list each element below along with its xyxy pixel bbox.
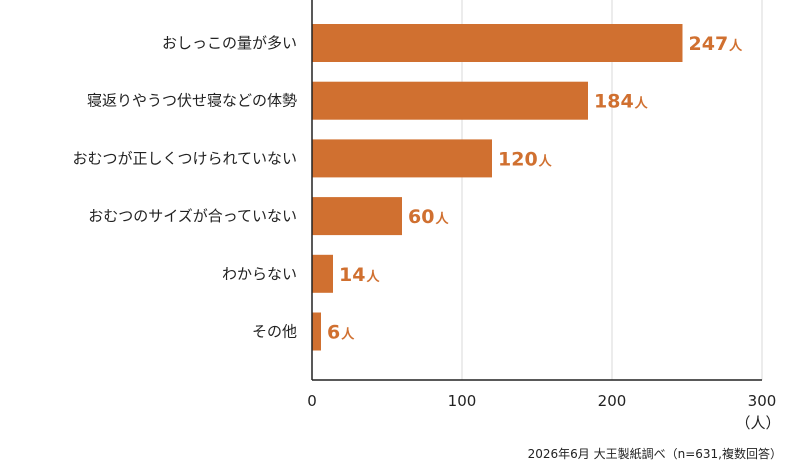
value-unit-2: 人 xyxy=(539,153,553,169)
value-unit-4: 人 xyxy=(366,269,380,285)
category-labels: おしっこの量が多い寝返りやうつ伏せ寝などの体勢おむつが正しくつけられていないおむ… xyxy=(72,34,297,341)
value-label-3: 60人 xyxy=(408,206,449,228)
bar-0 xyxy=(312,24,683,62)
grid-lines xyxy=(461,0,763,380)
category-label-0: おしっこの量が多い xyxy=(162,34,297,52)
value-label-4: 14人 xyxy=(339,264,380,286)
category-label-1: 寝返りやうつ伏せ寝などの体勢 xyxy=(87,92,297,110)
value-number-2: 120 xyxy=(498,148,538,170)
value-label-2: 120人 xyxy=(498,148,553,170)
x-tick-label-300: 300 xyxy=(748,392,777,410)
category-label-2: おむつが正しくつけられていない xyxy=(72,149,297,167)
axes xyxy=(311,0,762,381)
value-label-1: 184人 xyxy=(594,91,649,113)
value-number-5: 6 xyxy=(327,322,340,344)
value-unit-5: 人 xyxy=(341,327,355,343)
category-label-3: おむつのサイズが合っていない xyxy=(88,207,297,225)
bar-4 xyxy=(312,254,333,293)
value-number-3: 60 xyxy=(408,206,434,228)
value-number-1: 184 xyxy=(594,91,634,113)
x-tick-label-0: 0 xyxy=(307,392,317,410)
value-unit-0: 人 xyxy=(729,38,743,54)
bar-2 xyxy=(312,139,492,178)
value-label-5: 6人 xyxy=(327,322,355,344)
bar-3 xyxy=(312,197,402,236)
source-footnote: 2026年6月 大王製紙調べ（n=631,複数回答） xyxy=(528,446,782,461)
x-unit-label: （人） xyxy=(735,414,780,432)
value-unit-1: 人 xyxy=(635,96,649,112)
x-tick-labels: 0 100 200 300 xyxy=(307,392,776,410)
bar-5 xyxy=(312,312,321,351)
value-unit-3: 人 xyxy=(435,211,449,227)
x-tick-label-100: 100 xyxy=(448,392,477,410)
bar-1 xyxy=(312,81,588,120)
x-tick-label-200: 200 xyxy=(598,392,627,410)
category-label-5: その他 xyxy=(252,323,297,341)
value-number-0: 247 xyxy=(689,33,729,55)
value-number-4: 14 xyxy=(339,264,365,286)
value-label-0: 247人 xyxy=(689,33,744,55)
bars xyxy=(312,24,683,351)
category-label-4: わからない xyxy=(222,265,297,283)
